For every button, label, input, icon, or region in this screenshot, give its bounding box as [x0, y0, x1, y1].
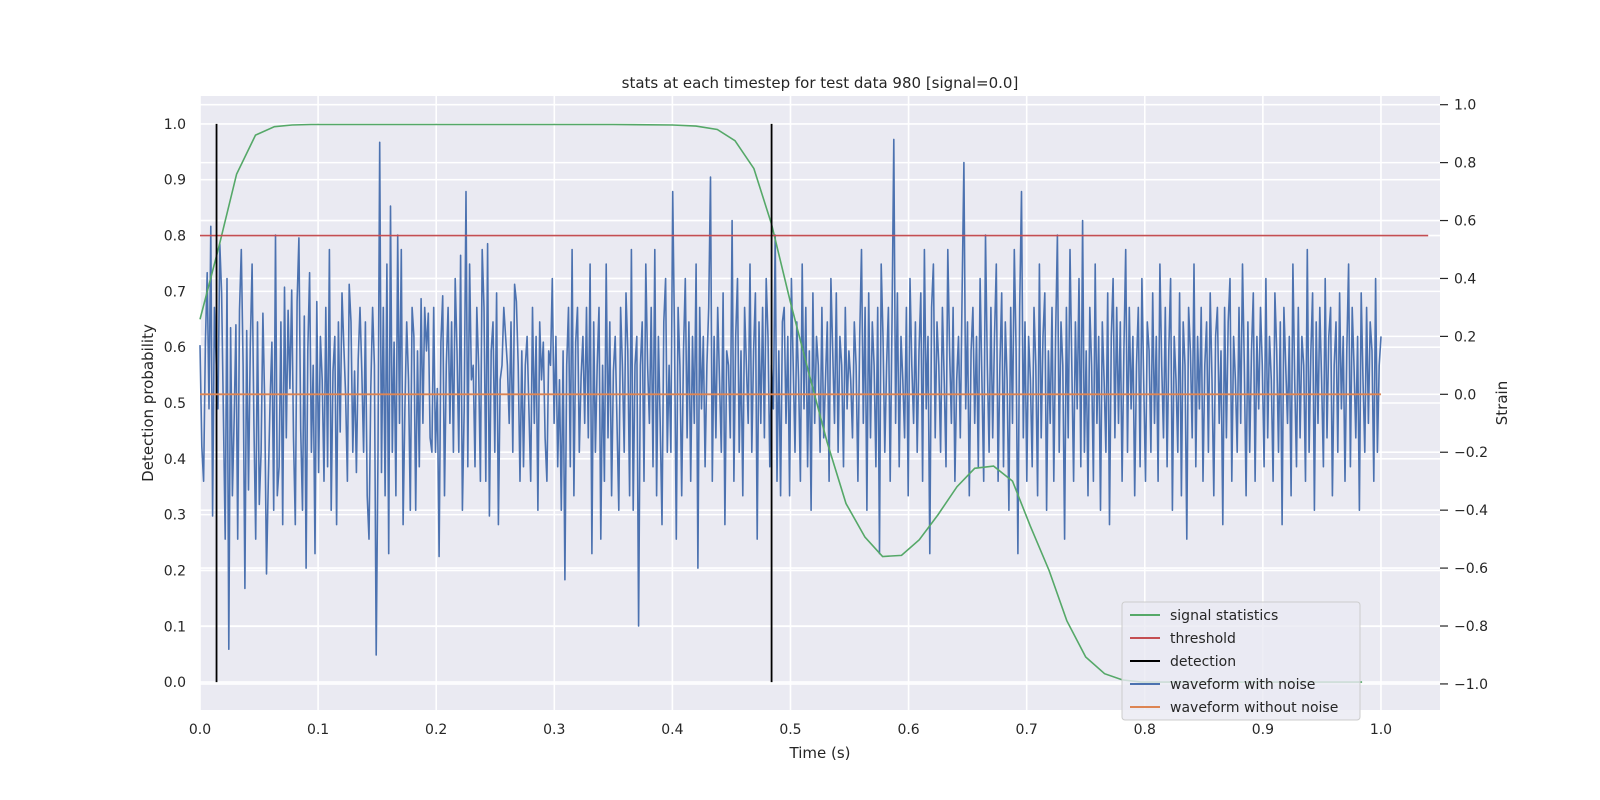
- y-right-tick-label: 0.8: [1454, 156, 1476, 172]
- chart-title: stats at each timestep for test data 980…: [622, 74, 1019, 92]
- y-right-tick-label: −0.8: [1454, 619, 1488, 635]
- y-left-tick-label: 0.9: [164, 173, 186, 189]
- legend-label-waveform-without-noise: waveform without noise: [1170, 700, 1338, 716]
- legend-box: [1121, 601, 1361, 721]
- y-left-tick-label: 0.4: [164, 452, 186, 468]
- y-right-tick-label: 1.0: [1454, 98, 1476, 114]
- x-tick-label: 0.7: [1016, 722, 1038, 738]
- x-tick-label: 0.2: [425, 722, 447, 738]
- legend: signal statistics threshold detection wa…: [1121, 601, 1361, 721]
- y-left-tick-label: 1.0: [164, 117, 186, 133]
- x-tick-label: 0.0: [189, 722, 211, 738]
- legend-label-waveform-with-noise: waveform with noise: [1170, 677, 1315, 693]
- waveform-with-noise-line: [199, 138, 1382, 656]
- x-tick-label: 0.8: [1134, 722, 1156, 738]
- x-tick-label: 0.1: [307, 722, 329, 738]
- y-right-tick-label: −1.0: [1454, 677, 1488, 693]
- y-right-tick-label: −0.4: [1454, 503, 1488, 519]
- y-right-tick-label: −0.2: [1454, 445, 1488, 461]
- legend-label-threshold: threshold: [1170, 631, 1236, 647]
- ticks: 0.0 0.1 0.2 0.3 0.4 0.5 0.6 0.7 0.8 0.9 1.0 0.0 0.1 0…: [164, 98, 1488, 738]
- y-right-tick-label: −0.6: [1454, 561, 1488, 577]
- y-left-tick-label: 0.0: [164, 675, 186, 691]
- x-tick-label: 1.0: [1370, 722, 1392, 738]
- y-left-tick-label: 0.2: [164, 563, 186, 579]
- y-right-tick-label: 0.4: [1454, 271, 1476, 287]
- y-left-tick-label: 0.6: [164, 340, 186, 356]
- y-right-tick-label: 0.2: [1454, 329, 1476, 345]
- x-tick-label: 0.9: [1252, 722, 1274, 738]
- y-left-tick-label: 0.3: [164, 508, 186, 524]
- legend-label-detection: detection: [1170, 654, 1236, 670]
- y-right-tick-label: 0.6: [1454, 214, 1476, 230]
- x-tick-label: 0.4: [661, 722, 683, 738]
- y-left-tick-label: 0.7: [164, 284, 186, 300]
- x-tick-label: 0.3: [543, 722, 565, 738]
- x-tick-label: 0.5: [779, 722, 801, 738]
- y-right-tick-label: 0.0: [1454, 387, 1476, 403]
- y-axis-right-label: Strain: [1493, 381, 1511, 425]
- legend-label-signal-statistics: signal statistics: [1170, 608, 1278, 624]
- y-left-tick-label: 0.1: [164, 619, 186, 635]
- x-axis-label: Time (s): [789, 744, 851, 762]
- x-tick-label: 0.6: [897, 722, 919, 738]
- y-left-tick-label: 0.8: [164, 229, 186, 245]
- y-left-tick-label: 0.5: [164, 396, 186, 412]
- y-axis-left-label: Detection probability: [139, 324, 157, 482]
